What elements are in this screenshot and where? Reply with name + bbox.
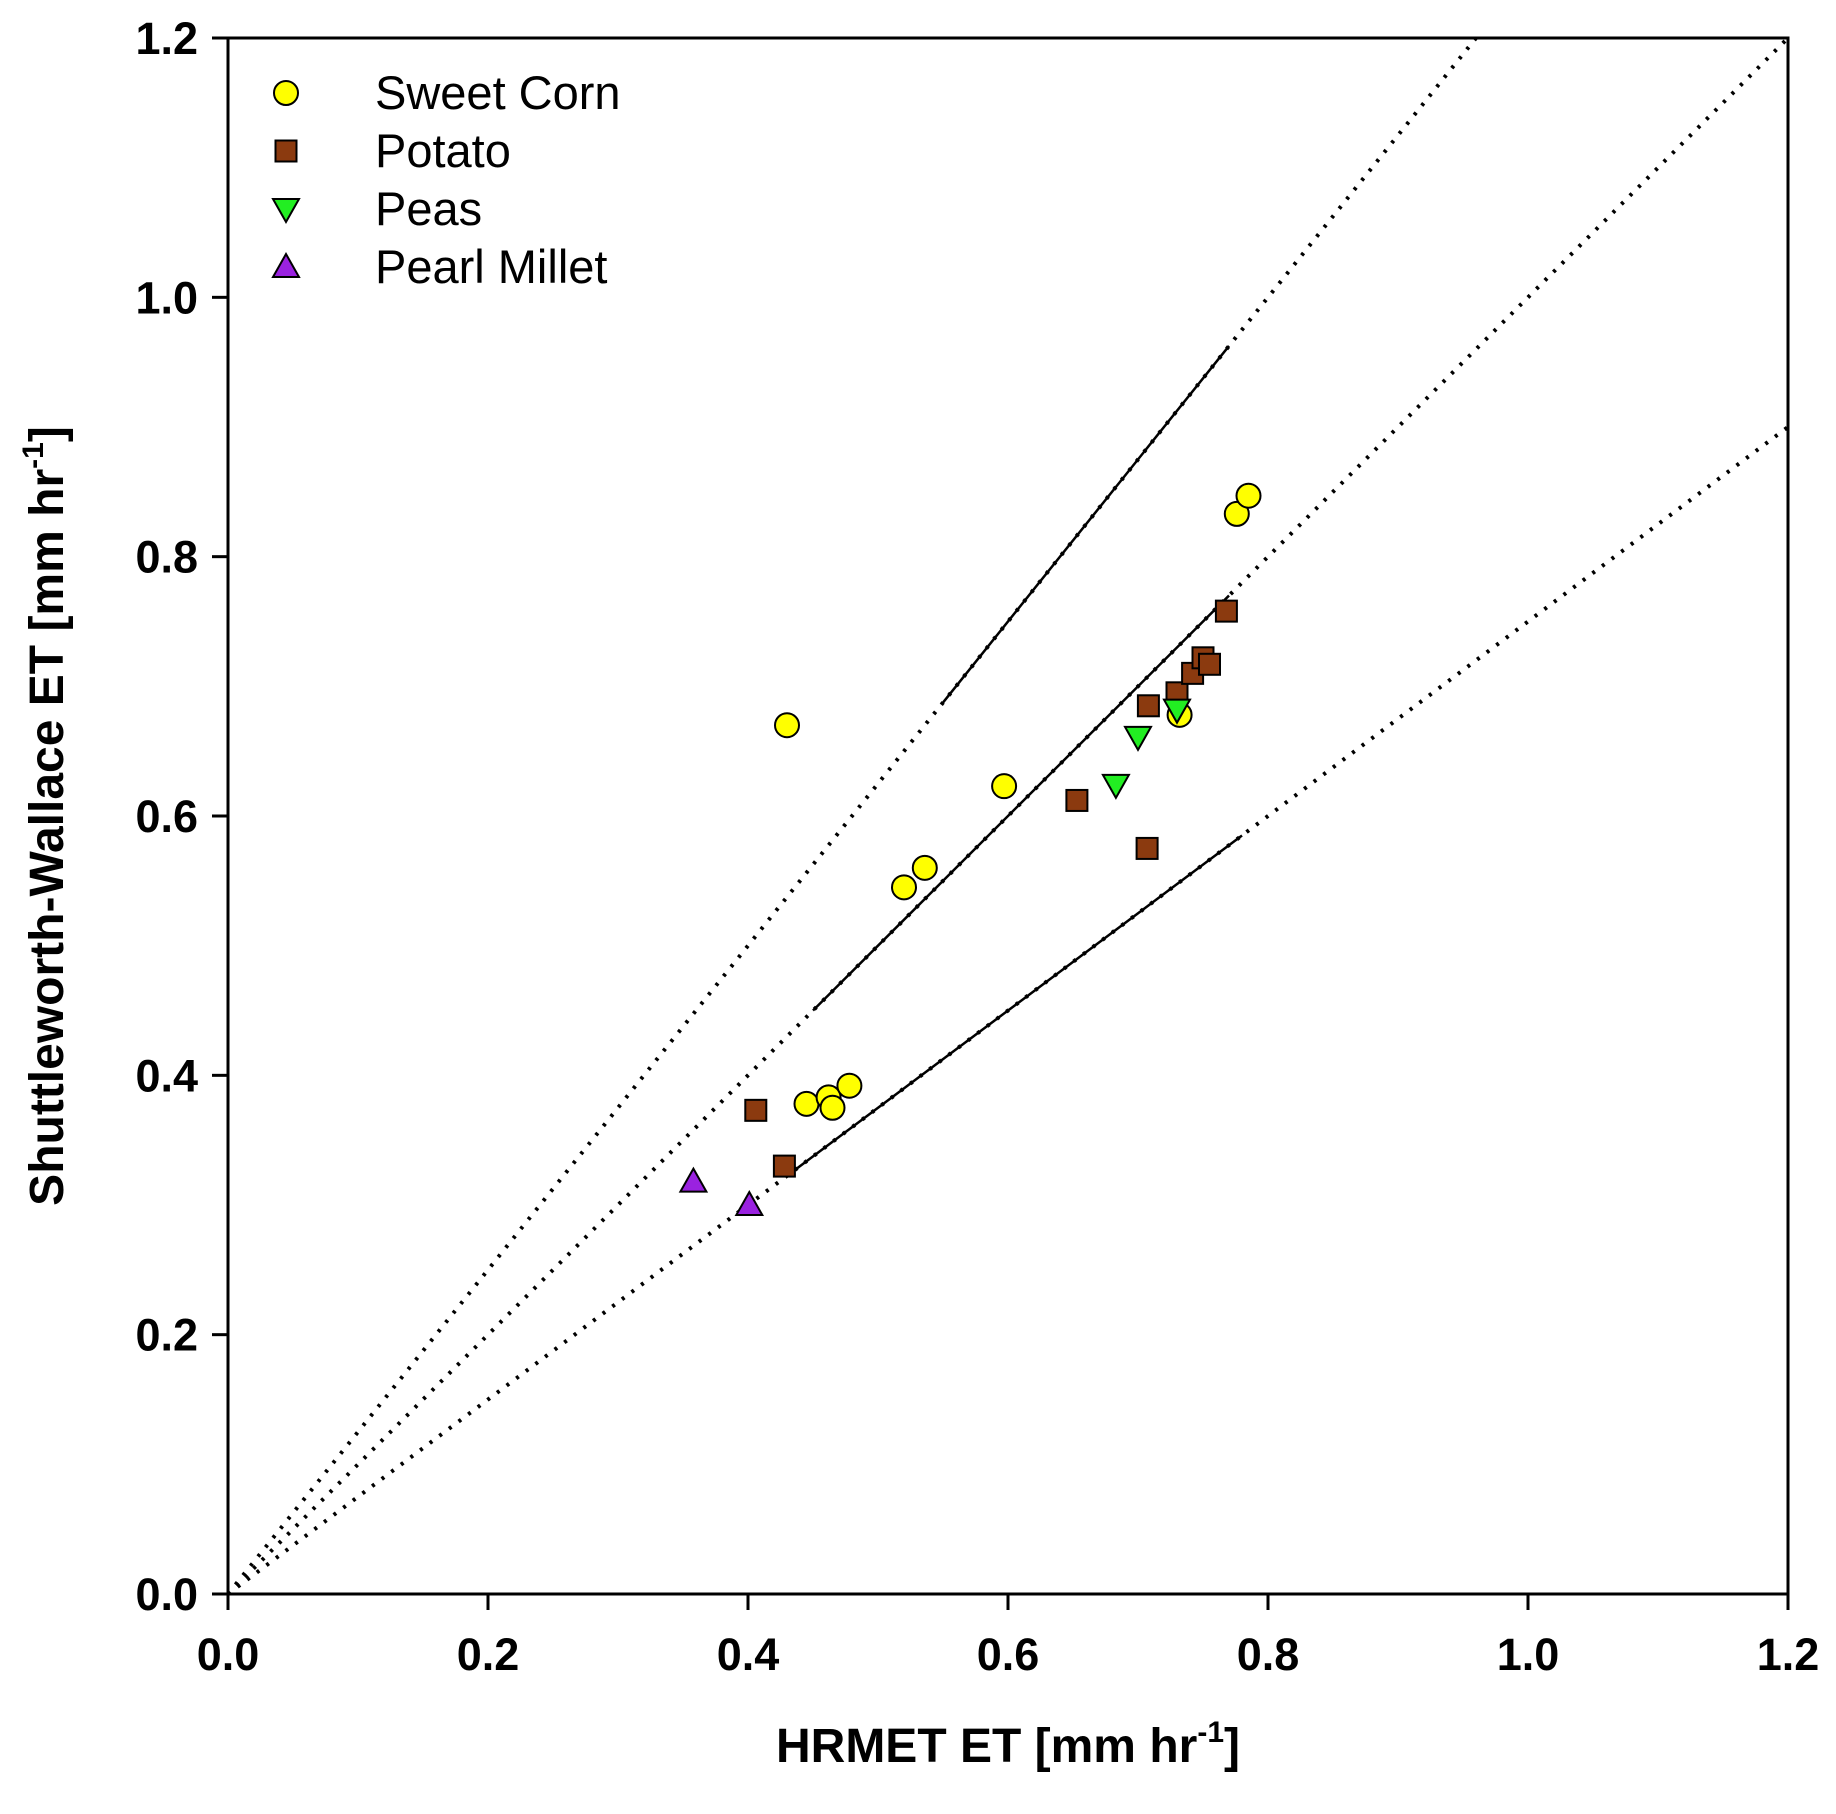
point-potato	[1198, 652, 1221, 676]
point-sweet-corn	[991, 773, 1018, 800]
x-tick-label: 1.0	[1497, 1629, 1560, 1680]
x-tick-label: 0.8	[1237, 1629, 1300, 1680]
y-tick-label: 1.0	[135, 272, 198, 323]
point-potato	[1135, 836, 1159, 860]
point-potato	[744, 1098, 768, 1122]
point-potato	[1136, 694, 1160, 718]
point-sweet-corn	[911, 854, 938, 881]
reference-lines	[228, 38, 1788, 1594]
point-sweet-corn	[793, 1090, 820, 1117]
data-points	[678, 482, 1262, 1216]
legend-marker-pearl-millet	[271, 251, 301, 278]
legend-label-pearl-millet: Pearl Millet	[375, 240, 607, 293]
legend-label-peas: Peas	[375, 182, 482, 235]
x-tick-label: 0.2	[457, 1629, 520, 1680]
y-tick-label: 0.4	[135, 1050, 198, 1101]
legend-label-potato: Potato	[375, 124, 511, 177]
x-tick-label: 0.0	[197, 1629, 260, 1680]
point-peas	[1123, 725, 1153, 752]
point-sweet-corn	[1235, 482, 1262, 509]
reference-line-center-dotted	[228, 38, 1788, 1594]
x-tick-label: 0.6	[977, 1629, 1040, 1680]
y-tick-label: 0.6	[135, 791, 198, 842]
point-potato	[772, 1154, 796, 1178]
point-sweet-corn	[836, 1072, 863, 1099]
point-potato	[1214, 599, 1238, 623]
legend-marker-sweet-corn	[273, 80, 299, 106]
y-axis-title: Shuttleworth-Wallace ET [mm hr-1]	[17, 426, 74, 1206]
x-axis-title: HRMET ET [mm hr-1]	[776, 1716, 1240, 1773]
legend-marker-peas	[271, 198, 301, 225]
point-peas	[1162, 698, 1192, 725]
reference-line-center-solid	[812, 594, 1230, 1012]
y-tick-label: 1.2	[135, 13, 198, 64]
point-sweet-corn	[819, 1094, 846, 1121]
y-axis-title-superscript: -1	[17, 442, 50, 469]
legend-marker-potato	[274, 139, 298, 163]
point-pearl-millet	[678, 1166, 709, 1193]
x-tick-label: 0.4	[717, 1629, 780, 1680]
point-potato	[1065, 788, 1089, 812]
x-axis-title-superscript: -1	[1197, 1716, 1224, 1749]
point-sweet-corn	[891, 874, 917, 901]
axis-ticks: 0.0 0.2 0.4 0.6 0.8 1.0 1.2 0.0 0.2 0.4 0.6 0.8 1.0 1…	[135, 13, 1819, 1680]
reference-line-lower-solid	[786, 834, 1243, 1177]
y-tick-label: 0.2	[135, 1310, 198, 1361]
y-tick-label: 0.8	[135, 532, 198, 583]
point-pearl-millet	[734, 1189, 765, 1216]
reference-line-upper-solid	[942, 345, 1230, 704]
point-sweet-corn	[1223, 500, 1250, 527]
legend-label-sweet-corn: Sweet Corn	[375, 66, 621, 119]
x-tick-label: 1.2	[1757, 1629, 1820, 1680]
y-tick-label: 0.0	[135, 1569, 198, 1620]
point-sweet-corn	[774, 712, 800, 739]
point-peas	[1101, 773, 1131, 800]
